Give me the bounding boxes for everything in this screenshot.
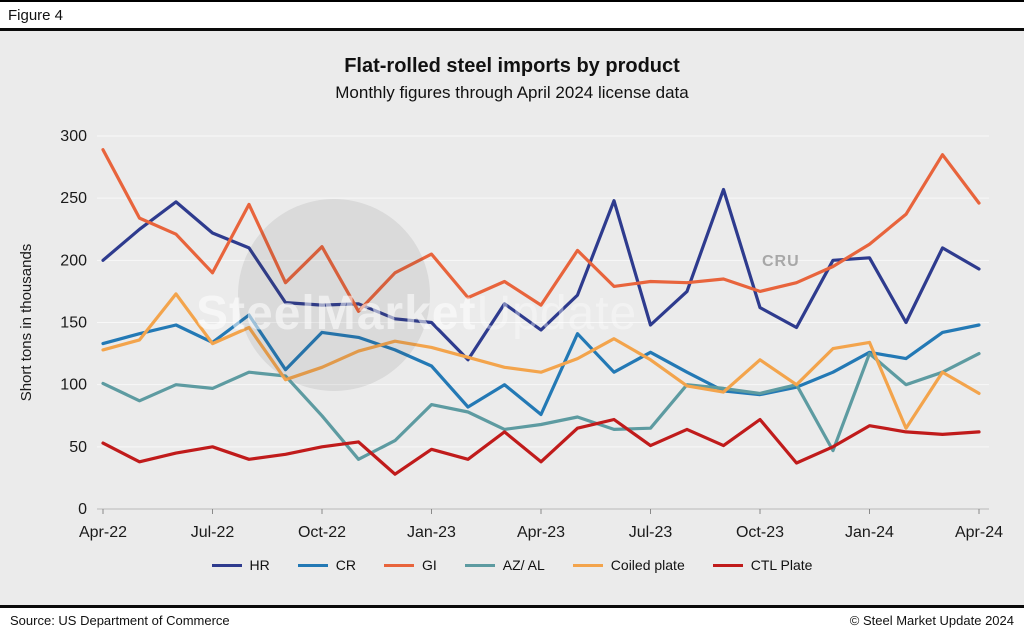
x-tick-label: Oct-22 bbox=[298, 524, 346, 541]
series-line-az-al bbox=[101, 352, 981, 461]
x-tick-label: Jul-23 bbox=[629, 524, 673, 541]
legend-label: GI bbox=[421, 557, 437, 573]
figure-footer: Source: US Department of Commerce © Stee… bbox=[0, 608, 1024, 633]
series-line-ctl-plate bbox=[101, 417, 981, 476]
legend-item-cr: CR bbox=[297, 557, 356, 573]
legend-swatch-icon bbox=[464, 563, 495, 567]
y-tick-label: 300 bbox=[60, 128, 87, 145]
legend-item-gi: GI bbox=[383, 557, 437, 573]
legend-swatch-icon bbox=[572, 563, 603, 567]
legend-label: HR bbox=[249, 557, 270, 573]
legend-item-ctl-plate: CTL Plate bbox=[712, 557, 813, 573]
legend-swatch-icon bbox=[211, 563, 242, 567]
chart-area: Flat-rolled steel imports by product Mon… bbox=[0, 31, 1024, 608]
series-line-coiled-plate bbox=[101, 292, 981, 430]
x-tick-label: Apr-22 bbox=[79, 524, 127, 541]
x-tick-label: Apr-23 bbox=[517, 524, 565, 541]
chart-title: Flat-rolled steel imports by product bbox=[344, 55, 680, 77]
source-text: Source: US Department of Commerce bbox=[10, 613, 230, 628]
series-line-hr bbox=[101, 187, 981, 362]
y-tick-label: 0 bbox=[78, 501, 87, 518]
x-tick-label: Jul-22 bbox=[191, 524, 235, 541]
chart-subtitle: Monthly figures through April 2024 licen… bbox=[335, 83, 689, 102]
legend-item-az-al: AZ/ AL bbox=[464, 557, 545, 573]
x-tick-label: Oct-23 bbox=[736, 524, 784, 541]
legend-swatch-icon bbox=[297, 563, 328, 567]
y-axis-title: Short tons in thousands bbox=[18, 244, 35, 402]
x-tick-label: Jan-24 bbox=[845, 524, 894, 541]
y-tick-label: 200 bbox=[60, 252, 87, 269]
chart-legend: HR CR GI AZ/ AL Coiled plate CTL Plate bbox=[211, 557, 813, 573]
line-chart: 0 50 100 150 200 250 300 Apr-22 Jul-22 Oct-22 Jan-… bbox=[18, 128, 1003, 541]
y-tick-label: 150 bbox=[60, 315, 87, 332]
x-tick-label: Apr-24 bbox=[955, 524, 1003, 541]
legend-label: AZ/ AL bbox=[502, 557, 545, 573]
y-tick-label: 100 bbox=[60, 377, 87, 394]
y-tick-label: 50 bbox=[69, 439, 87, 456]
x-tick-label: Jan-23 bbox=[407, 524, 456, 541]
copyright-text: © Steel Market Update 2024 bbox=[849, 613, 1014, 628]
legend-swatch-icon bbox=[383, 563, 414, 567]
legend-swatch-icon bbox=[712, 563, 743, 567]
legend-label: Coiled plate bbox=[610, 557, 685, 573]
legend-item-coiled-plate: Coiled plate bbox=[572, 557, 685, 573]
figure-label: Figure 4 bbox=[0, 2, 1024, 31]
legend-label: CR bbox=[335, 557, 356, 573]
series-line-cr bbox=[101, 313, 981, 417]
legend-label: CTL Plate bbox=[750, 557, 813, 573]
series-line-gi bbox=[101, 148, 981, 313]
y-tick-label: 250 bbox=[60, 190, 87, 207]
legend-item-hr: HR bbox=[211, 557, 270, 573]
